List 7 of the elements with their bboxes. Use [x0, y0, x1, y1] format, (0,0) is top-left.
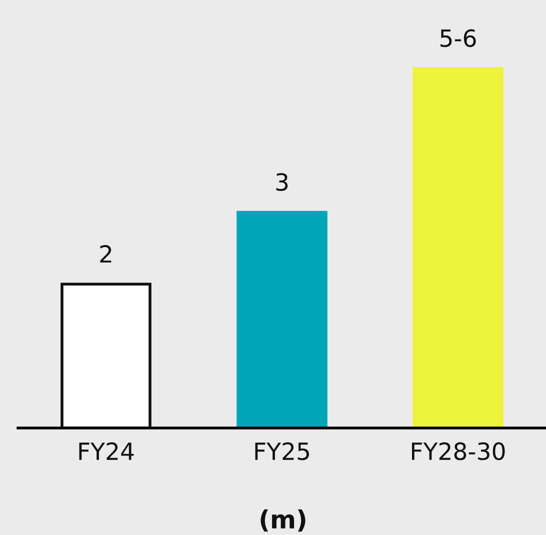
x-tick-label: FY28-30 — [412, 442, 505, 460]
data-label: 3 — [276, 173, 288, 191]
data-label: 5-6 — [440, 29, 476, 48]
x-tick-label: FY25 — [255, 442, 309, 460]
x-tick-label: FY24 — [79, 442, 134, 460]
data-label: 2 — [100, 245, 112, 263]
x-axis-title: (m) — [260, 509, 306, 532]
